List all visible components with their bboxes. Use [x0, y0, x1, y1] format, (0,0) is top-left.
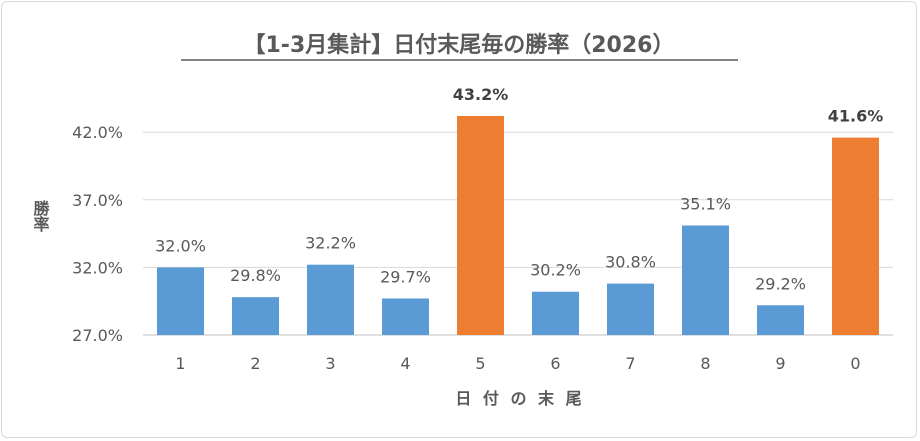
data-label: 43.2%	[453, 85, 509, 104]
bar-3	[307, 264, 354, 335]
data-label: 32.2%	[305, 234, 356, 253]
x-tick-label: 3	[325, 354, 335, 373]
bar-5	[457, 115, 504, 335]
x-tick-label: 4	[400, 354, 410, 373]
data-label: 30.8%	[605, 253, 656, 272]
bar-4	[382, 298, 429, 335]
chart-title: 【1-3月集計】日付末尾毎の勝率（2026）	[244, 32, 675, 58]
bar-0	[832, 137, 879, 335]
data-label: 29.8%	[230, 266, 281, 285]
bar-9	[757, 305, 804, 335]
x-tick-label: 9	[775, 354, 785, 373]
y-tick-label: 32.0%	[72, 258, 123, 277]
x-tick-label: 5	[475, 354, 485, 373]
x-tick-label: 7	[625, 354, 635, 373]
bar-7	[607, 283, 654, 335]
bar-2	[232, 297, 279, 335]
bar-6	[532, 291, 579, 335]
data-label: 29.2%	[755, 274, 806, 293]
y-tick-label: 27.0%	[72, 326, 123, 345]
x-axis-title: 日 付 の 末 尾	[455, 389, 584, 408]
x-tick-label: 0	[850, 354, 860, 373]
bar-1	[157, 267, 204, 335]
data-label: 29.7%	[380, 267, 431, 286]
y-tick-label: 37.0%	[72, 191, 123, 210]
bar-8	[682, 225, 729, 335]
x-tick-label: 6	[550, 354, 560, 373]
data-label: 35.1%	[680, 194, 731, 213]
y-axis-title: 勝率	[31, 199, 50, 233]
x-tick-label: 1	[175, 354, 185, 373]
x-tick-label: 2	[250, 354, 260, 373]
data-label: 41.6%	[828, 107, 884, 126]
data-label: 32.0%	[155, 236, 206, 255]
y-tick-label: 42.0%	[72, 123, 123, 142]
data-label: 30.2%	[530, 261, 581, 280]
x-tick-label: 8	[700, 354, 710, 373]
